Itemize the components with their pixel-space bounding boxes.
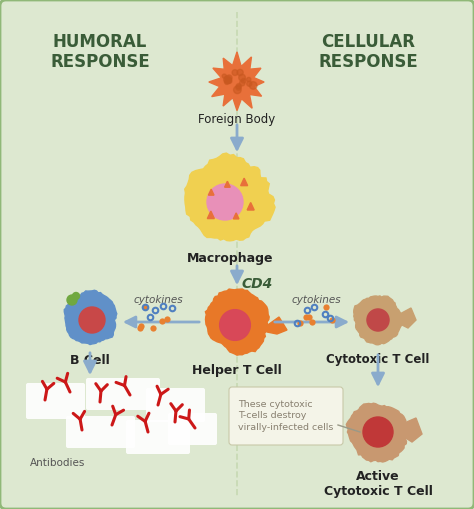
- Circle shape: [246, 77, 251, 82]
- Polygon shape: [225, 181, 230, 187]
- FancyBboxPatch shape: [66, 416, 135, 448]
- Text: CD4: CD4: [241, 277, 273, 291]
- Circle shape: [67, 295, 77, 305]
- FancyBboxPatch shape: [229, 387, 343, 445]
- Polygon shape: [398, 308, 416, 328]
- Circle shape: [237, 69, 243, 76]
- FancyBboxPatch shape: [26, 383, 85, 419]
- Circle shape: [249, 81, 257, 89]
- Polygon shape: [241, 178, 247, 186]
- Circle shape: [236, 83, 241, 89]
- Circle shape: [222, 74, 227, 78]
- Text: Cytotoxic T Cell: Cytotoxic T Cell: [326, 353, 430, 366]
- Circle shape: [363, 417, 393, 447]
- Circle shape: [226, 78, 231, 83]
- Circle shape: [241, 78, 246, 83]
- Text: cytokines: cytokines: [133, 295, 183, 305]
- Text: These cytotoxic
T-cells destroy
virally-infected cells: These cytotoxic T-cells destroy virally-…: [238, 400, 334, 432]
- Polygon shape: [209, 52, 264, 110]
- Polygon shape: [233, 213, 239, 219]
- Polygon shape: [185, 153, 275, 241]
- Circle shape: [207, 184, 243, 220]
- Polygon shape: [354, 296, 403, 345]
- Text: B Cell: B Cell: [70, 354, 110, 367]
- Circle shape: [224, 76, 231, 83]
- Polygon shape: [207, 211, 214, 218]
- Circle shape: [219, 309, 250, 341]
- FancyBboxPatch shape: [126, 420, 190, 454]
- Text: Active
Cytotoxic T Cell: Active Cytotoxic T Cell: [324, 470, 432, 498]
- Circle shape: [73, 293, 80, 299]
- Polygon shape: [205, 289, 269, 355]
- Circle shape: [232, 70, 238, 75]
- Polygon shape: [402, 418, 422, 442]
- Text: Macrophage: Macrophage: [187, 252, 273, 265]
- Polygon shape: [209, 189, 214, 195]
- Polygon shape: [265, 317, 287, 334]
- Text: Foreign Body: Foreign Body: [199, 113, 275, 126]
- Circle shape: [79, 307, 105, 333]
- Polygon shape: [346, 403, 407, 462]
- Circle shape: [239, 80, 245, 86]
- Circle shape: [225, 80, 229, 84]
- Circle shape: [236, 85, 241, 90]
- Circle shape: [226, 75, 232, 81]
- Text: CELLULAR
RESPONSE: CELLULAR RESPONSE: [318, 33, 418, 71]
- Text: Antibodies: Antibodies: [30, 458, 85, 468]
- Circle shape: [246, 81, 252, 87]
- FancyBboxPatch shape: [168, 413, 217, 445]
- FancyBboxPatch shape: [86, 378, 160, 410]
- Text: Helper T Cell: Helper T Cell: [192, 364, 282, 377]
- FancyBboxPatch shape: [146, 388, 205, 422]
- Circle shape: [225, 77, 230, 83]
- Circle shape: [367, 309, 389, 331]
- Text: HUMORAL
RESPONSE: HUMORAL RESPONSE: [50, 33, 150, 71]
- Circle shape: [234, 86, 241, 94]
- Polygon shape: [64, 290, 117, 345]
- Circle shape: [239, 74, 246, 81]
- Text: cytokines: cytokines: [291, 295, 341, 305]
- Polygon shape: [247, 203, 254, 210]
- Circle shape: [227, 79, 232, 83]
